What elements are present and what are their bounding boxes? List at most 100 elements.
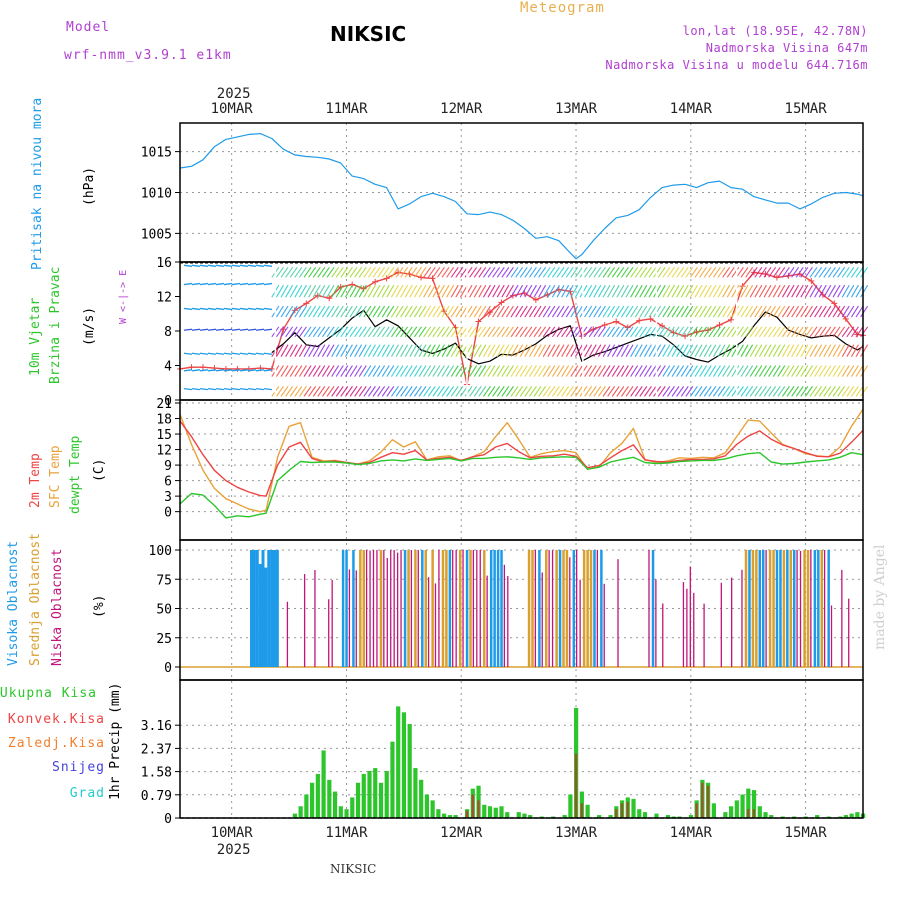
wind-barb	[639, 365, 648, 377]
wind-barb	[689, 365, 698, 377]
wind-barb	[423, 386, 432, 397]
wind-barb	[478, 386, 487, 397]
wind-barb	[528, 365, 537, 377]
wind-barb	[400, 386, 409, 397]
cloud-bar	[796, 550, 798, 667]
wind-barb	[404, 326, 413, 338]
y-tick-label: 0	[164, 661, 172, 676]
cloud-bar-low	[841, 569, 843, 667]
wind-barb	[303, 267, 312, 278]
y-tick-label: 75	[156, 573, 172, 588]
precip-conv-bar	[695, 803, 698, 818]
wind-barb	[349, 365, 358, 377]
wind-barb	[855, 326, 864, 338]
wind-arrow	[199, 264, 209, 267]
wind-barb	[519, 284, 528, 298]
wind-barb	[597, 267, 606, 278]
pressure-ylabel: Pritisak na nivou mora	[30, 97, 45, 270]
wind-arrow	[183, 264, 193, 267]
wind-arrow	[199, 282, 209, 286]
cloud-bar	[576, 550, 578, 667]
wind-barb	[749, 267, 758, 278]
wind-barb	[676, 305, 685, 318]
cloud-bar	[761, 550, 765, 667]
wind-barb	[441, 305, 450, 318]
wind-barb	[505, 267, 514, 278]
wind-barb	[717, 365, 726, 377]
precip-bar	[751, 790, 757, 818]
wind-barb	[469, 365, 478, 377]
wind-barb	[694, 284, 703, 298]
precip-bar	[304, 794, 309, 818]
wind-barb	[671, 284, 680, 298]
wind-barb	[519, 305, 528, 318]
x-year-bottom: 2025	[217, 842, 251, 858]
wind-barb	[317, 365, 326, 377]
wind-barb	[786, 284, 795, 298]
wind-barb	[800, 305, 809, 318]
wind-barb	[478, 326, 487, 338]
cloud-bar	[527, 550, 531, 667]
x-tick-label-top: 13MAR	[555, 101, 598, 117]
cloud-ylabel-1: Visoka Oblacnost	[6, 540, 21, 666]
wind-barb	[423, 365, 432, 377]
precip-conv-bar	[615, 809, 618, 818]
wind-barb	[781, 365, 790, 377]
wind-barb	[597, 284, 606, 298]
y-tick-label: 9	[164, 459, 172, 474]
wind-barb	[795, 386, 804, 397]
wind-barb	[524, 284, 533, 298]
wind-barb	[386, 305, 395, 318]
cloud-bar-high	[272, 550, 276, 667]
wind-barb	[620, 284, 629, 298]
wind-barb	[607, 365, 616, 377]
wind-barb	[349, 326, 358, 338]
cloud-bar	[772, 550, 775, 667]
y-tick-label: 0	[164, 394, 172, 409]
wind-barb	[620, 267, 629, 278]
precip-bar	[631, 798, 636, 818]
wind-barb	[850, 365, 859, 377]
wind-barb	[694, 305, 703, 318]
wind-barb	[712, 344, 721, 357]
wind-barb	[699, 326, 708, 338]
footer-station: NIKSIC	[330, 862, 377, 876]
precip-bar	[528, 815, 533, 818]
wind-arrow	[231, 369, 241, 372]
wind-barb	[561, 344, 570, 357]
wind-barb	[607, 344, 616, 357]
wind-arrow	[247, 328, 257, 331]
wind-barb	[390, 267, 399, 278]
wind-arrow	[231, 282, 241, 286]
wind-barb	[795, 267, 804, 278]
wind-barb	[588, 267, 597, 278]
wind-arrow	[223, 328, 233, 331]
chart-kind: Meteogram	[520, 0, 605, 16]
wind-barb	[731, 386, 740, 397]
wind-barb	[593, 344, 602, 357]
wind-barb	[446, 344, 455, 357]
wind-barb	[482, 267, 491, 278]
precip-bar	[373, 768, 378, 818]
y-tick-label: 21	[156, 397, 172, 412]
wind-barb	[436, 344, 445, 357]
wind-barb	[837, 305, 846, 318]
wind-barb	[446, 386, 455, 397]
wind-barb	[584, 365, 593, 377]
wind-barb	[639, 305, 648, 318]
wind-arrow	[239, 369, 249, 372]
wind-barb	[298, 365, 307, 377]
wind-barb	[712, 326, 721, 338]
wind-barb	[722, 386, 731, 397]
y-tick-label: 0.79	[141, 789, 172, 804]
cloud-bar	[817, 550, 820, 667]
wind-barb	[528, 305, 537, 318]
wind-barb	[712, 386, 721, 397]
wind-barb	[768, 305, 777, 318]
cloud-bar	[600, 550, 603, 667]
wind-barb	[860, 344, 869, 357]
wind-barb	[726, 344, 735, 357]
wind-barb	[818, 267, 827, 278]
precip-bar	[384, 771, 389, 818]
wind-barb	[367, 267, 376, 278]
